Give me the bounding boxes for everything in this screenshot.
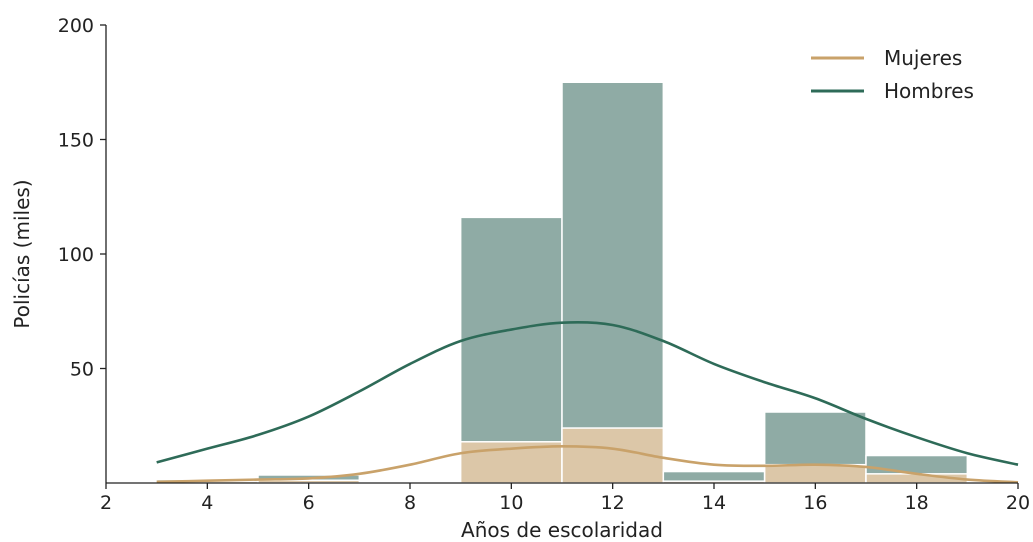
bars-layer <box>155 81 969 484</box>
y-tick-label: 50 <box>70 359 94 381</box>
x-tick-label: 14 <box>702 492 726 514</box>
legend-label-hombres: Hombres <box>884 79 974 103</box>
x-tick-label: 20 <box>1006 492 1030 514</box>
y-tick-label: 200 <box>58 15 94 37</box>
kde-line-hombres <box>156 320 1019 466</box>
y-ticks: 50 100 150 200 <box>58 15 106 381</box>
x-tick-label: 12 <box>601 492 625 514</box>
x-tick-label: 8 <box>404 492 416 514</box>
x-tick-label: 16 <box>803 492 827 514</box>
kde-line-mujeres <box>156 445 1019 484</box>
bar-mujeres <box>763 463 867 484</box>
kde-layer <box>156 320 1019 484</box>
y-axis-label: Policías (miles) <box>10 179 34 328</box>
x-tick-label: 6 <box>303 492 315 514</box>
legend: Mujeres Hombres <box>811 46 974 103</box>
x-tick-label: 2 <box>100 492 112 514</box>
bar-hombres <box>561 81 665 484</box>
y-tick-label: 150 <box>58 130 94 152</box>
x-tick-label: 4 <box>201 492 213 514</box>
legend-label-mujeres: Mujeres <box>884 46 962 70</box>
x-ticks: 2 4 6 8 10 12 14 16 18 20 <box>100 483 1030 514</box>
x-tick-label: 10 <box>499 492 523 514</box>
x-axis-label: Años de escolaridad <box>461 518 663 542</box>
x-tick-label: 18 <box>905 492 929 514</box>
y-tick-label: 100 <box>58 244 94 266</box>
